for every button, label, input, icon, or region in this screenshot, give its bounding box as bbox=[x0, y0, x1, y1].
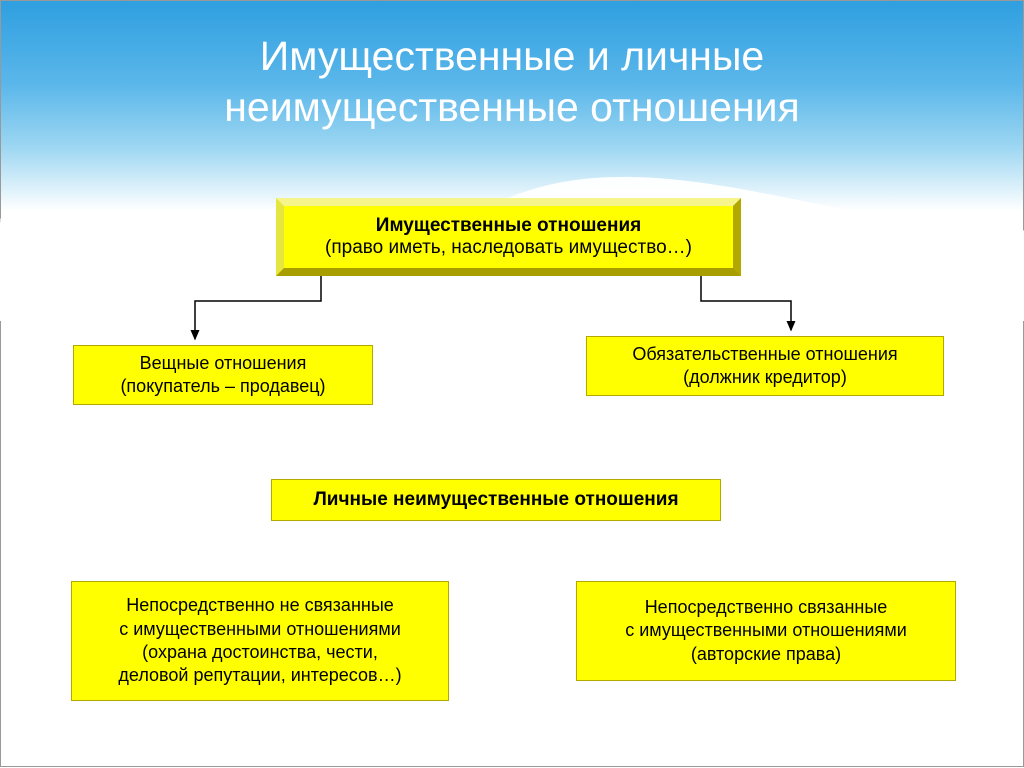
box-line: Вещные отношения bbox=[140, 352, 307, 375]
slide: Имущественные и личные неимущественные о… bbox=[0, 0, 1024, 767]
box-not-directly-related: Непосредственно не связанные с имуществе… bbox=[71, 581, 449, 701]
box-material-relations: Вещные отношения (покупатель – продавец) bbox=[73, 345, 373, 405]
box-personal-nonproperty: Личные неимущественные отношения bbox=[271, 479, 721, 521]
box-line: (покупатель – продавец) bbox=[120, 375, 325, 398]
box-line: Обязательственные отношения bbox=[632, 343, 897, 366]
box-line: (охрана достоинства, чести, bbox=[142, 641, 378, 664]
box-line: с имущественными отношениями bbox=[625, 619, 907, 642]
slide-title: Имущественные и личные неимущественные о… bbox=[1, 31, 1023, 134]
box-line: (должник кредитор) bbox=[683, 366, 847, 389]
title-line-2: неимущественные отношения bbox=[1, 82, 1023, 133]
box-line: Непосредственно не связанные bbox=[126, 594, 394, 617]
box-property-relations: Имущественные отношения (право иметь, на… bbox=[276, 198, 741, 276]
box-title: Имущественные отношения bbox=[376, 215, 641, 237]
box-line: деловой репутации, интересов…) bbox=[118, 664, 401, 687]
box-directly-related: Непосредственно связанные с имущественны… bbox=[576, 581, 956, 681]
title-line-1: Имущественные и личные bbox=[1, 31, 1023, 82]
box-subtitle: (право иметь, наследовать имущество…) bbox=[325, 237, 692, 259]
box-line: с имущественными отношениями bbox=[119, 618, 401, 641]
box-line: (авторские права) bbox=[691, 643, 841, 666]
box-obligation-relations: Обязательственные отношения (должник кре… bbox=[586, 336, 944, 396]
box-title: Личные неимущественные отношения bbox=[313, 489, 678, 511]
box-line: Непосредственно связанные bbox=[645, 596, 888, 619]
